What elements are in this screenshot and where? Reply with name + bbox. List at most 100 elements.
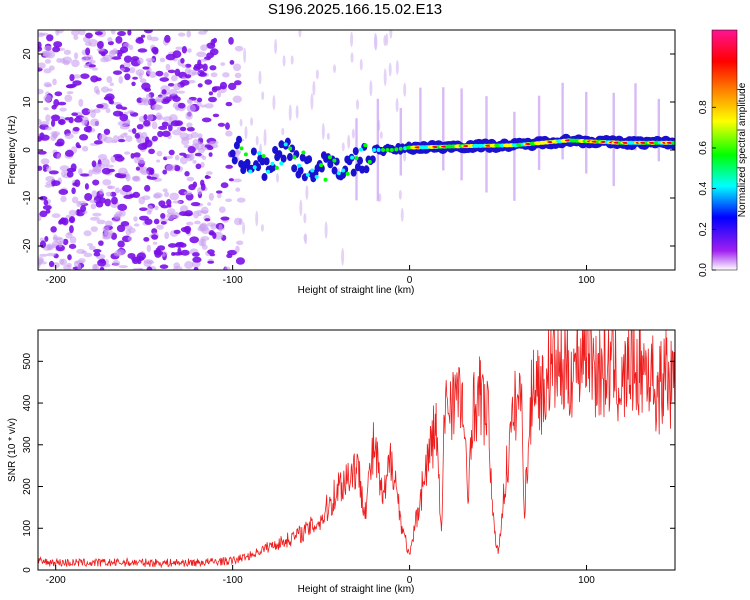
- noise-blob: [66, 170, 74, 178]
- signal-cell: [280, 154, 287, 163]
- noise-blob: [48, 170, 59, 175]
- noise-blob: [155, 96, 164, 103]
- noise-blob: [51, 180, 61, 186]
- noise-blob: [159, 264, 169, 269]
- noise-blob: [219, 81, 228, 90]
- noise-blob: [186, 30, 192, 38]
- noise-blob: [131, 256, 140, 262]
- noise-blob: [177, 102, 186, 109]
- noise-blob: [74, 179, 81, 188]
- colorbar-label: Normalized spectral amplitude: [737, 82, 748, 217]
- noise-smear: [250, 117, 254, 126]
- noise-blob: [137, 160, 146, 164]
- colorbar-tick-label: 0.6: [698, 141, 709, 155]
- noise-blob: [138, 267, 144, 270]
- noise-blob: [81, 56, 89, 62]
- noise-blob: [38, 41, 42, 49]
- noise-blob: [106, 185, 116, 190]
- noise-smear: [281, 127, 285, 136]
- noise-smear: [374, 34, 378, 51]
- noise-blob: [124, 225, 133, 230]
- noise-blob: [122, 184, 132, 193]
- noise-blob: [62, 238, 69, 246]
- noise-blob: [154, 205, 159, 211]
- noise-blob: [91, 190, 98, 198]
- noise-blob: [123, 132, 128, 136]
- noise-smear: [350, 31, 354, 48]
- noise-blob: [52, 78, 57, 86]
- noise-smear: [403, 150, 407, 162]
- signal-core: [239, 146, 244, 151]
- noise-blob: [90, 59, 96, 64]
- noise-blob: [109, 82, 114, 87]
- noise-blob: [232, 178, 242, 183]
- y-tick-label: 20: [22, 48, 33, 60]
- noise-smear: [341, 142, 345, 152]
- noise-smear: [389, 30, 393, 39]
- noise-blob: [161, 130, 171, 137]
- noise-blob: [139, 215, 149, 221]
- noise-blob: [112, 70, 123, 75]
- noise-blob: [117, 30, 126, 37]
- noise-blob: [116, 224, 126, 233]
- noise-blob: [194, 152, 202, 157]
- noise-blob: [178, 32, 186, 37]
- snr-x-ticks: -200 -100 0 100: [46, 565, 595, 586]
- noise-blob: [180, 249, 190, 256]
- noise-blob: [39, 237, 44, 242]
- noise-blob: [96, 48, 105, 52]
- snr-series-line: [38, 330, 675, 569]
- signal-core: [367, 159, 372, 164]
- noise-blob: [66, 91, 74, 95]
- y-tick-label: 400: [22, 394, 33, 411]
- signal-core: [292, 155, 297, 160]
- noise-blob: [59, 107, 67, 112]
- signal-cell: [352, 147, 359, 156]
- noise-blob: [218, 224, 223, 232]
- colorbar-gradient: [712, 30, 737, 270]
- noise-blob: [181, 138, 190, 146]
- noise-blob: [173, 262, 181, 269]
- snr-frame: [37, 329, 676, 571]
- noise-blob: [69, 236, 77, 244]
- noise-blob: [117, 138, 126, 143]
- noise-blob: [53, 98, 60, 107]
- noise-blob: [104, 198, 112, 207]
- noise-blob: [45, 175, 55, 182]
- spectrogram-x-label: Height of straight line (km): [298, 285, 415, 296]
- noise-blob: [151, 121, 158, 130]
- noise-blob: [143, 30, 153, 34]
- noise-blob: [156, 114, 164, 121]
- noise-blob: [52, 236, 63, 240]
- noise-blob: [105, 108, 111, 114]
- noise-smear: [272, 95, 276, 111]
- signal-cell: [286, 153, 293, 162]
- noise-smear: [298, 30, 302, 38]
- spike: [399, 108, 402, 176]
- noise-blob: [173, 212, 180, 219]
- signal-core: [327, 155, 332, 160]
- noise-blob: [197, 187, 203, 195]
- noise-blob: [204, 218, 211, 222]
- noise-blob: [130, 152, 135, 159]
- noise-blob: [172, 50, 182, 59]
- noise-blob: [217, 122, 226, 127]
- colorbar: 0.0 0.2 0.4 0.6 0.8 Normalized spectral ampl…: [698, 29, 748, 277]
- noise-blob: [143, 119, 151, 127]
- noise-blob: [167, 243, 177, 248]
- y-tick-label: 300: [22, 436, 33, 453]
- signal-core: [301, 150, 306, 155]
- noise-blob: [48, 260, 55, 268]
- noise-blob: [124, 151, 131, 155]
- noise-blob: [206, 145, 214, 150]
- noise-blob: [73, 117, 83, 123]
- noise-smear: [379, 131, 383, 140]
- spike: [561, 82, 564, 160]
- signal-cell: [236, 135, 243, 144]
- signal-core: [358, 147, 363, 152]
- noise-blob: [65, 232, 73, 239]
- noise-blob: [185, 228, 191, 235]
- noise-blob: [186, 221, 194, 226]
- noise-blob: [204, 103, 214, 109]
- noise-blob: [76, 144, 82, 149]
